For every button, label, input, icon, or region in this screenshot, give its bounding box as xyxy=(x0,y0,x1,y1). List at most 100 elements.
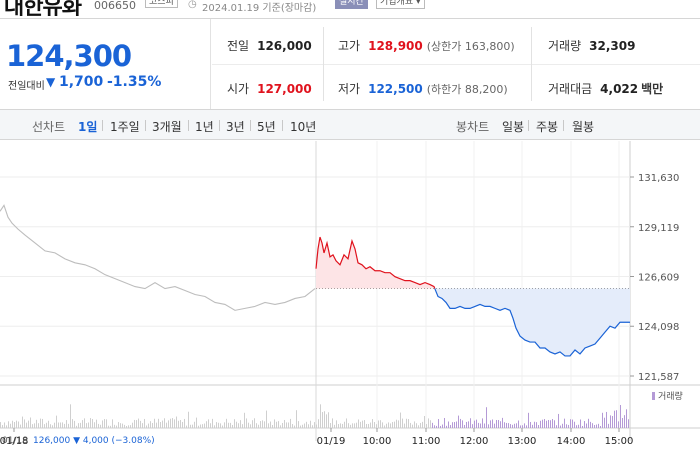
range-tab-5y[interactable]: 5년 xyxy=(257,120,276,134)
volume-bar xyxy=(478,422,479,428)
volume-bar xyxy=(356,422,357,428)
volume-bar xyxy=(102,420,103,428)
volume-bar xyxy=(42,418,43,428)
volume-bar xyxy=(156,422,157,428)
volume-bar xyxy=(190,424,191,428)
volume-bar xyxy=(376,424,377,428)
volume-bar xyxy=(574,421,575,428)
x-tick-label: 01/19 xyxy=(317,436,346,447)
volume-bar xyxy=(524,423,525,428)
volume-bar xyxy=(342,423,343,428)
range-tab-1d[interactable]: 1일 xyxy=(78,120,98,134)
price-chart[interactable]: 131,630 129,119 126,609 124,098 121,587 거래량 … xyxy=(0,141,700,450)
volume-bar xyxy=(616,410,617,428)
volume-bar xyxy=(12,420,13,428)
volume-bar xyxy=(398,420,399,428)
volume-bar xyxy=(460,418,461,428)
volume-bar xyxy=(508,423,509,428)
y-tick-label: 131,630 xyxy=(638,173,679,184)
lower-limit: (하한가 88,200) xyxy=(426,83,508,96)
volume-bar xyxy=(322,412,323,428)
volume-bar xyxy=(386,423,387,428)
volume-bar xyxy=(436,425,437,428)
range-tab-3m[interactable]: 3개월 xyxy=(152,120,182,134)
volume-bar xyxy=(92,419,93,428)
volume-bar xyxy=(394,421,395,428)
volume-bar xyxy=(264,421,265,428)
volume-bar xyxy=(14,422,15,428)
volume-bar xyxy=(416,423,417,428)
volume-bar xyxy=(518,420,519,428)
volume-bar xyxy=(210,423,211,428)
volume-bar xyxy=(456,421,457,428)
volume-bar xyxy=(58,422,59,428)
volume-legend-swatch xyxy=(652,392,655,400)
volume-bar xyxy=(584,421,585,428)
volume-bar xyxy=(98,423,99,428)
volume-bar xyxy=(530,421,531,428)
candle-tab-monthly[interactable]: 월봉 xyxy=(572,120,595,134)
volume-bar xyxy=(178,420,179,428)
volume-bar xyxy=(54,422,55,428)
volume-bar xyxy=(132,422,133,428)
volume-bar xyxy=(522,425,523,428)
tab-separator xyxy=(102,120,103,131)
company-info-dropdown[interactable]: 기업개요 ▾ xyxy=(376,0,425,9)
volume-bar xyxy=(206,421,207,428)
volume-bar xyxy=(402,418,403,428)
volume-bar xyxy=(564,418,565,428)
volume-bar xyxy=(148,423,149,428)
volume-bar xyxy=(600,425,601,428)
candle-tab-weekly[interactable]: 주봉 xyxy=(536,120,559,134)
volume-bar xyxy=(344,421,345,428)
today-down-line xyxy=(434,288,630,357)
prev-close-value: 126,000 ▼ 4,000 (−3.08%) xyxy=(33,436,155,446)
tab-separator xyxy=(250,120,251,131)
tab-separator xyxy=(145,120,146,131)
volume-bar xyxy=(62,422,63,428)
volume-bar xyxy=(620,405,621,428)
volume-bar xyxy=(228,422,229,428)
volume-bar xyxy=(464,424,465,428)
volume-bar xyxy=(146,425,147,428)
realtime-button[interactable]: 실시간 xyxy=(335,0,368,9)
volume-bar xyxy=(138,418,139,428)
volume-bar xyxy=(222,425,223,428)
volume-bar xyxy=(122,423,123,428)
volume-bar xyxy=(488,424,489,428)
stat-label: 전일 xyxy=(227,39,250,53)
range-tab-1w[interactable]: 1주일 xyxy=(110,120,140,134)
volume-bar xyxy=(166,422,167,428)
range-tab-3y[interactable]: 3년 xyxy=(226,120,245,134)
stat-label: 거래대금 xyxy=(548,82,593,96)
volume-bar xyxy=(610,415,611,428)
volume-bar xyxy=(504,422,505,428)
volume-bar xyxy=(172,418,173,428)
today-up-line xyxy=(315,236,436,289)
volume-bar xyxy=(270,421,271,428)
volume-bar xyxy=(2,425,3,428)
volume-bar xyxy=(432,422,433,428)
volume-bar xyxy=(186,425,187,428)
volume-bar xyxy=(382,422,383,428)
stat-value: 126,000 xyxy=(257,39,312,53)
volume-bar xyxy=(368,423,369,428)
range-tab-10y[interactable]: 10년 xyxy=(290,120,317,134)
volume-bar xyxy=(238,423,239,428)
volume-bar xyxy=(314,422,315,428)
volume-bar xyxy=(510,424,511,428)
volume-bar xyxy=(312,425,313,428)
volume-bar xyxy=(230,422,231,428)
volume-bar xyxy=(278,421,279,428)
range-tab-1y[interactable]: 1년 xyxy=(195,120,214,134)
volume-bar xyxy=(446,425,447,428)
candle-tab-daily[interactable]: 일봉 xyxy=(502,120,525,134)
down-arrow-icon: ▼ xyxy=(46,75,56,89)
volume-bar xyxy=(548,419,549,428)
volume-bar xyxy=(258,424,259,428)
chart-lines xyxy=(0,204,630,357)
stat-prev-close: 전일 126,000 xyxy=(227,37,312,54)
volume-bar xyxy=(608,423,609,428)
stock-header: 대한유화 006650 코스피 ◷ 2024.01.19 기준(장마감) 실시간… xyxy=(0,0,700,16)
